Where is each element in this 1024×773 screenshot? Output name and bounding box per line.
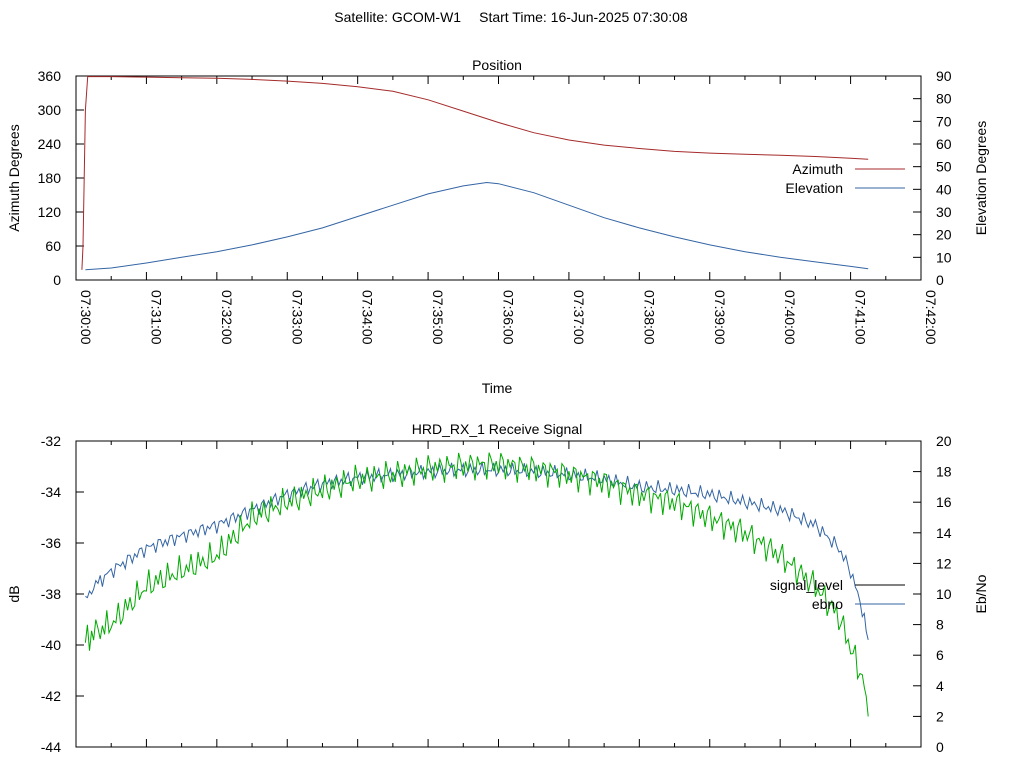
signal-y2-tick-label: 10 bbox=[936, 586, 952, 602]
signal-y2-tick-label: 4 bbox=[936, 678, 944, 694]
position-y-tick-label: 180 bbox=[38, 170, 62, 186]
position-x-tick-label: 07:33:00 bbox=[289, 290, 305, 345]
signal-title: HRD_RX_1 Receive Signal bbox=[412, 421, 582, 437]
header-satellite: Satellite: GCOM-W1 bbox=[334, 9, 461, 25]
position-y-tick-label: 240 bbox=[38, 136, 62, 152]
signal-y-tick-label: -38 bbox=[41, 586, 61, 602]
position-legend-label: Elevation bbox=[785, 180, 843, 196]
position-x-tick-label: 07:39:00 bbox=[712, 290, 728, 345]
position-x-tick-label: 07:38:00 bbox=[641, 290, 657, 345]
position-x-tick-label: 07:36:00 bbox=[501, 290, 517, 345]
position-y-tick-label: 300 bbox=[38, 102, 62, 118]
position-xlabel: Time bbox=[482, 380, 513, 396]
header-start-time: Start Time: 16-Jun-2025 07:30:08 bbox=[479, 9, 688, 25]
position-y2-tick-label: 70 bbox=[936, 113, 952, 129]
signal-plot-frame bbox=[75, 440, 922, 748]
position-x-tick-label: 07:40:00 bbox=[782, 290, 798, 345]
position-x-tick-label: 07:30:00 bbox=[78, 290, 94, 345]
signal-legend-label: signal_level bbox=[770, 577, 843, 593]
signal-series bbox=[84, 452, 869, 717]
signal-y2-tick-label: 20 bbox=[936, 433, 952, 449]
signal-y2-tick-label: 6 bbox=[936, 647, 944, 663]
position-x-tick-label: 07:41:00 bbox=[853, 290, 869, 345]
position-series-line-1 bbox=[85, 181, 869, 271]
position-y-tick-label: 120 bbox=[38, 204, 62, 220]
position-y2-tick-label: 50 bbox=[936, 159, 952, 175]
position-y2-tick-label: 80 bbox=[936, 91, 952, 107]
position-y2-tick-label: 30 bbox=[936, 204, 952, 220]
position-x-tick-label: 07:37:00 bbox=[571, 290, 587, 345]
position-plot-frame bbox=[75, 75, 922, 281]
signal-y2-tick-label: 18 bbox=[936, 464, 952, 480]
signal-legend-label: ebno bbox=[812, 596, 843, 612]
signal-axes: -44 -42 -40 -38 -36 -34 -32 0 2 4 6 8 10 12 14 16 18 20 bbox=[41, 433, 952, 755]
signal-y-tick-label: -42 bbox=[41, 688, 61, 704]
signal-y-tick-label: -44 bbox=[41, 739, 61, 755]
position-legend-label: Azimuth bbox=[792, 161, 843, 177]
position-y2-tick-label: 60 bbox=[936, 136, 952, 152]
signal-y2-tick-label: 0 bbox=[936, 739, 944, 755]
signal-ylabel: dB bbox=[6, 585, 22, 602]
position-y2-tick-label: 90 bbox=[936, 68, 952, 84]
position-y2-tick-label: 40 bbox=[936, 181, 952, 197]
header-satellite-and-time: Satellite: GCOM-W1 Start Time: 16-Jun-202… bbox=[334, 9, 688, 25]
position-series-line-0 bbox=[81, 76, 869, 270]
signal-y-tick-label: -32 bbox=[41, 433, 61, 449]
position-x-tick-label: 07:35:00 bbox=[430, 290, 446, 345]
signal-series-line-1 bbox=[85, 462, 869, 641]
position-y-tick-label: 0 bbox=[53, 272, 61, 288]
position-y2label: Elevation Degrees bbox=[973, 121, 989, 235]
position-y-tick-label: 360 bbox=[38, 68, 62, 84]
position-x-tick-label: 07:31:00 bbox=[148, 290, 164, 345]
position-y2-tick-label: 20 bbox=[936, 227, 952, 243]
position-y2-tick-label: 10 bbox=[936, 249, 952, 265]
position-series bbox=[81, 76, 869, 271]
signal-y-tick-label: -40 bbox=[41, 637, 61, 653]
position-y-tick-label: 60 bbox=[45, 238, 61, 254]
position-title: Position bbox=[472, 57, 522, 73]
signal-series-line-2 bbox=[84, 452, 869, 717]
position-y2-tick-label: 0 bbox=[936, 272, 944, 288]
signal-y2-tick-label: 14 bbox=[936, 525, 952, 541]
position-legend: Azimuth Elevation bbox=[785, 161, 905, 196]
position-x-tick-label: 07:32:00 bbox=[219, 290, 235, 345]
signal-y2-tick-label: 12 bbox=[936, 555, 952, 571]
position-x-tick-label: 07:42:00 bbox=[923, 290, 939, 345]
signal-y2-tick-label: 2 bbox=[936, 708, 944, 724]
signal-y2label: Eb/No bbox=[973, 574, 989, 613]
position-axes: 07:30:00 07:31:00 07:32:00 07:33:00 07:34:00… bbox=[38, 68, 952, 345]
signal-y2-tick-label: 8 bbox=[936, 617, 944, 633]
position-ylabel: Azimuth Degrees bbox=[6, 124, 22, 231]
position-x-tick-label: 07:34:00 bbox=[360, 290, 376, 345]
signal-y2-tick-label: 16 bbox=[936, 494, 952, 510]
signal-y-tick-label: -34 bbox=[41, 484, 61, 500]
signal-y-tick-label: -36 bbox=[41, 535, 61, 551]
